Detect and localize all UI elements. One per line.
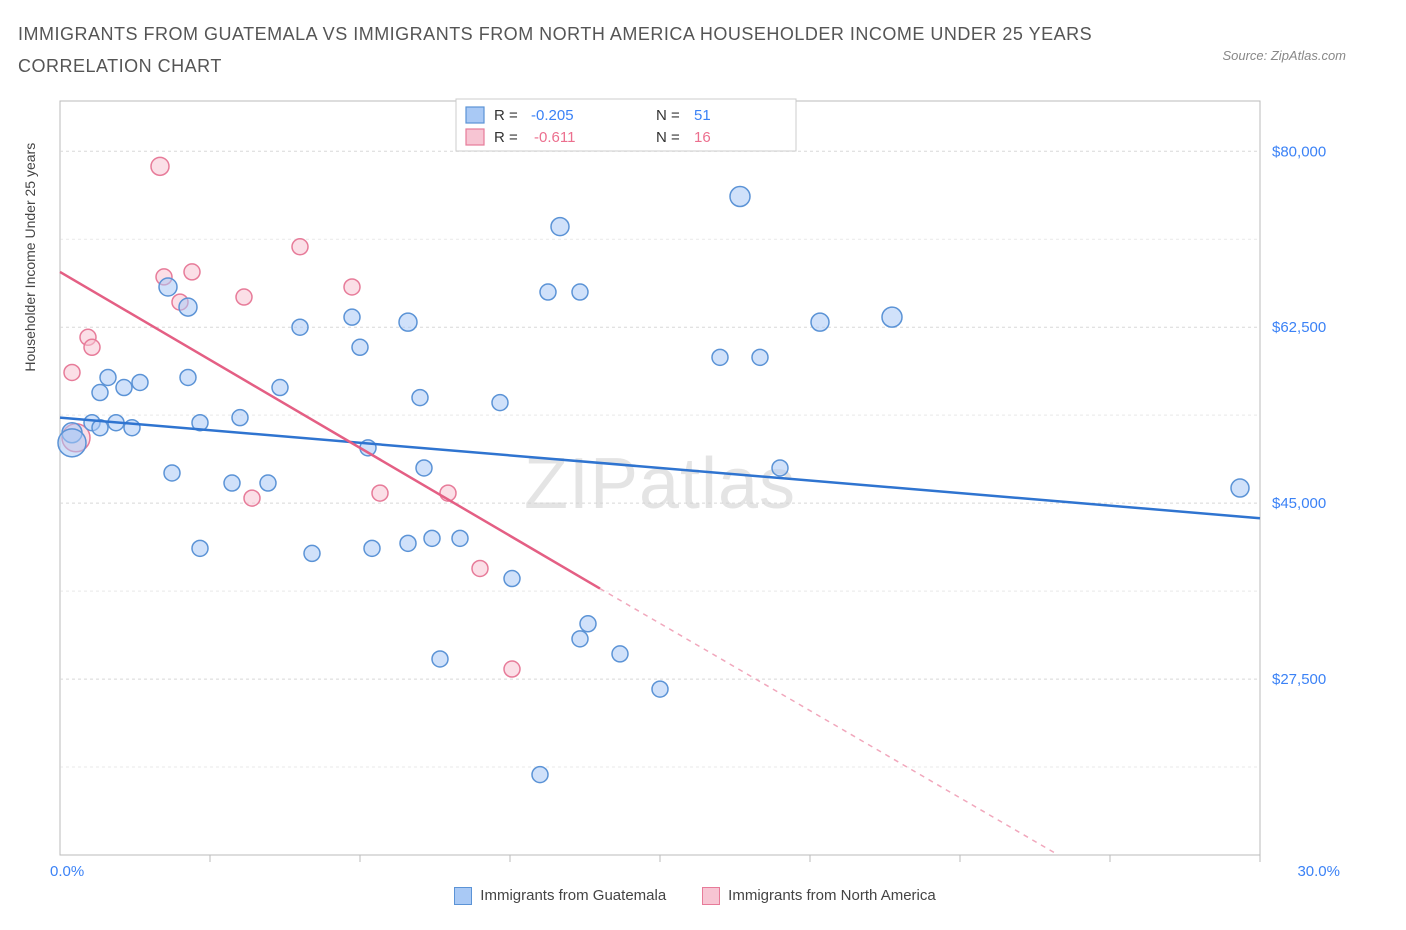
chart-title-block: IMMIGRANTS FROM GUATEMALA VS IMMIGRANTS … [18,18,1388,83]
source-attribution: Source: ZipAtlas.com [1222,48,1346,63]
svg-text:R =: R = [494,107,518,124]
y-axis-label: Householder Income Under 25 years [22,143,38,372]
svg-text:-0.611: -0.611 [534,129,575,146]
svg-text:ZIPatlas: ZIPatlas [524,444,796,524]
x-axis-labels: 0.0% 30.0% [50,863,1340,883]
svg-text:R =: R = [494,129,518,146]
legend-label-blue: Immigrants from Guatemala [480,887,666,904]
svg-text:$80,000: $80,000 [1272,143,1326,160]
legend-item-blue: Immigrants from Guatemala [454,887,666,905]
legend-swatch-blue [454,887,472,905]
svg-text:N =: N = [656,129,680,146]
x-tick-max: 30.0% [1297,863,1340,880]
svg-text:$27,500: $27,500 [1272,671,1326,688]
svg-text:$45,000: $45,000 [1272,495,1326,512]
x-tick-min: 0.0% [50,863,84,880]
svg-text:51: 51 [694,107,711,124]
chart-title-line2: CORRELATION CHART [18,50,1388,82]
legend-swatch-pink [702,887,720,905]
legend-label-pink: Immigrants from North America [728,887,936,904]
chart-title-line1: IMMIGRANTS FROM GUATEMALA VS IMMIGRANTS … [18,18,1388,50]
legend-item-pink: Immigrants from North America [702,887,936,905]
scatter-chart: ZIPatlas $27,500 $45,000 $62,500 $80,000 R =-… [50,93,1340,863]
svg-text:16: 16 [694,129,711,146]
svg-text:$62,500: $62,500 [1272,319,1326,336]
svg-text:N =: N = [656,107,680,124]
chart-container: Householder Income Under 25 years ZIPatl… [50,93,1388,863]
svg-text:-0.205: -0.205 [531,107,574,124]
bottom-legend: Immigrants from Guatemala Immigrants fro… [50,887,1340,905]
